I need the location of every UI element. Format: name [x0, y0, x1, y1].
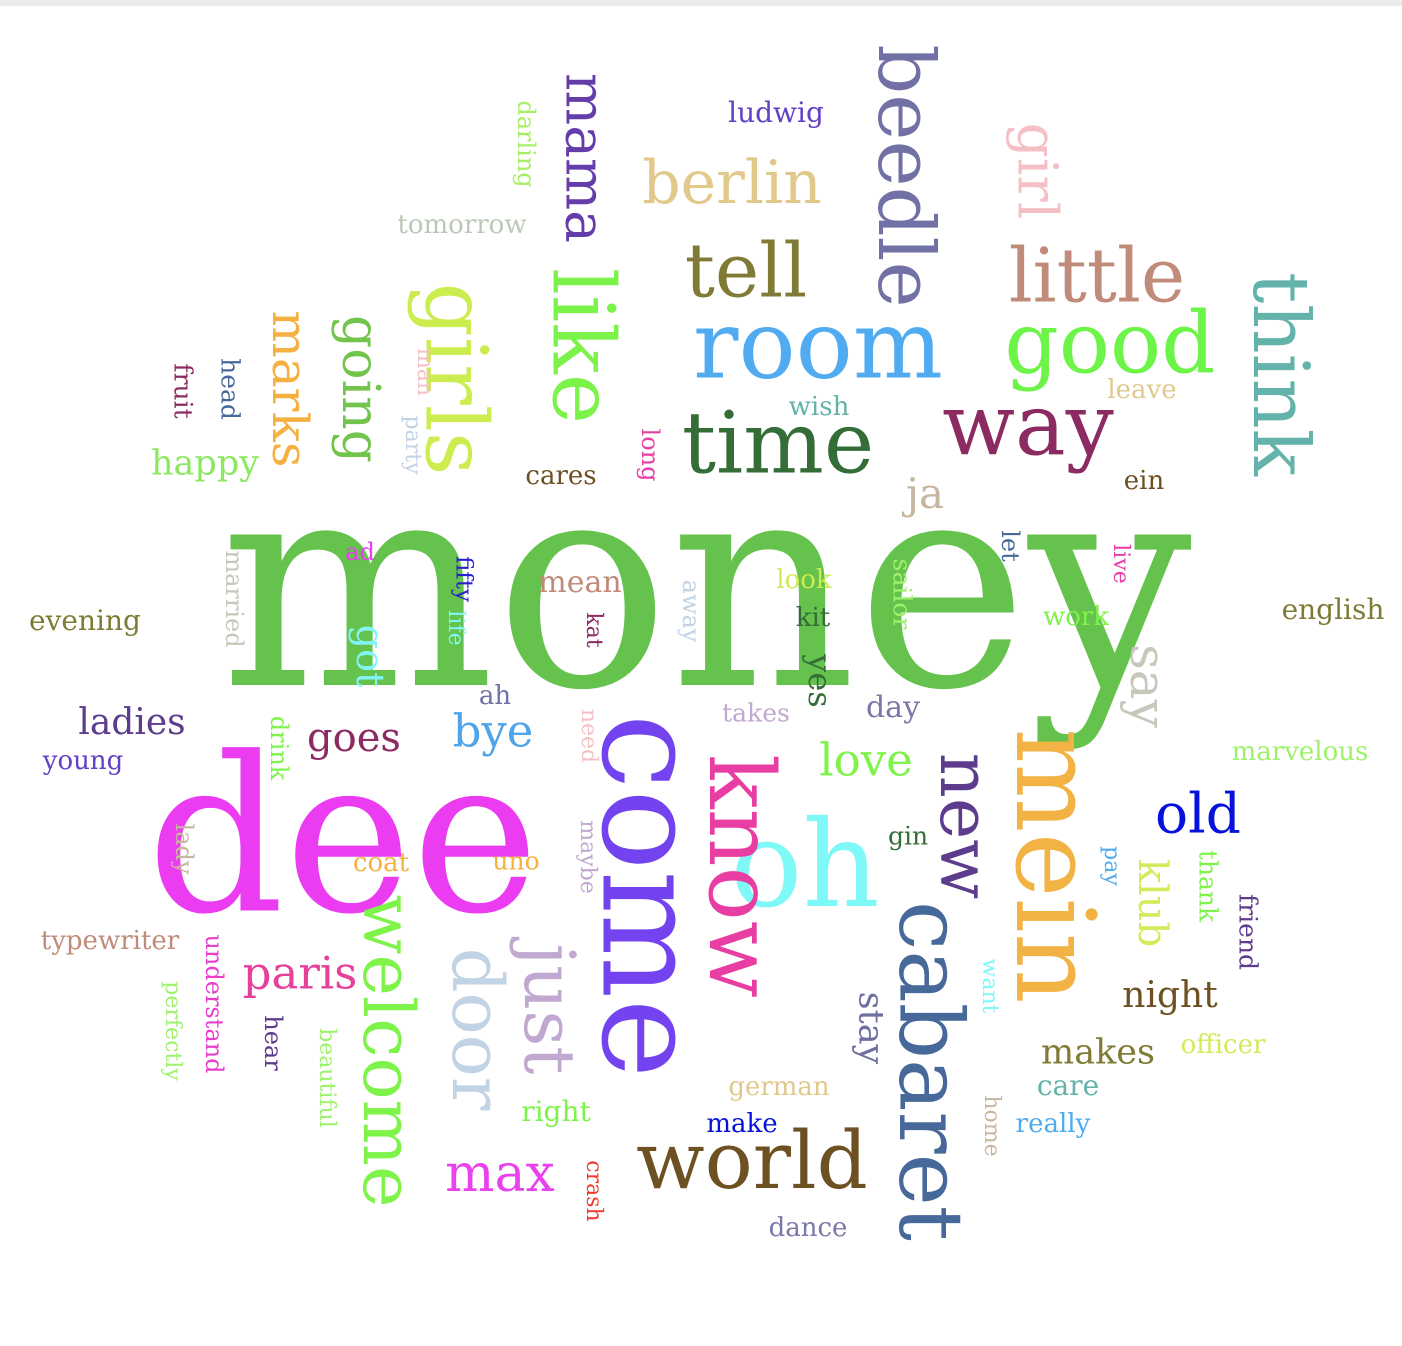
word-like: like	[532, 267, 632, 425]
word-good: good	[1004, 294, 1216, 394]
word-care: care	[1036, 1069, 1100, 1102]
word-pay: pay	[1099, 846, 1124, 886]
word-fruit: fruit	[168, 363, 198, 419]
word-mean: mean	[538, 565, 622, 600]
word-mein: mein	[991, 728, 1119, 1004]
word-understand: understand	[200, 934, 228, 1074]
word-party: party	[400, 415, 425, 475]
word-english: english	[1281, 593, 1385, 626]
word-evening: evening	[29, 604, 141, 637]
word-got: got	[348, 624, 392, 688]
word-typewriter: typewriter	[40, 926, 180, 956]
word-money: money	[220, 417, 1192, 754]
word-uno: uno	[492, 846, 540, 876]
word-just: just	[508, 943, 590, 1075]
word-say: say	[1119, 644, 1177, 728]
word-hear: hear	[259, 1015, 287, 1071]
word-ladies: ladies	[78, 702, 186, 743]
word-perfectly: perfectly	[160, 981, 185, 1081]
word-berlin: berlin	[642, 148, 822, 218]
word-marks: marks	[261, 310, 319, 468]
word-married: married	[220, 550, 248, 648]
word-night: night	[1122, 975, 1218, 1016]
word-beedle: beedle	[860, 44, 950, 308]
word-thank: thank	[1193, 849, 1223, 923]
word-love: love	[819, 733, 913, 787]
word-takes: takes	[722, 698, 790, 728]
word-yes: yes	[801, 654, 839, 708]
word-kat: kat	[581, 612, 606, 648]
word-welcome: welcome	[347, 894, 429, 1208]
word-look: look	[776, 565, 832, 595]
word-max: max	[445, 1144, 555, 1204]
word-wish: wish	[788, 392, 850, 422]
word-marvelous: marvelous	[1231, 737, 1369, 767]
word-klub: klub	[1129, 858, 1175, 948]
word-officer: officer	[1180, 1030, 1266, 1060]
word-crash: crash	[581, 1160, 606, 1222]
word-makes: makes	[1041, 1032, 1155, 1073]
word-dance: dance	[768, 1213, 848, 1243]
word-kit: kit	[795, 603, 831, 633]
word-lady: lady	[170, 823, 198, 875]
word-door: door	[436, 947, 518, 1111]
word-right: right	[521, 1095, 591, 1128]
word-friend: friend	[1233, 893, 1263, 971]
word-dee: dee	[146, 710, 540, 962]
word-new: new	[924, 752, 1006, 900]
word-old: old	[1155, 781, 1241, 846]
word-girl: girl	[1005, 122, 1070, 220]
word-ja: ja	[905, 469, 945, 518]
word-think: think	[1235, 271, 1325, 477]
word-work: work	[1042, 602, 1110, 632]
word-mama: mama	[553, 73, 618, 243]
word-sailor: sailor	[887, 558, 917, 630]
word-home: home	[979, 1095, 1004, 1157]
word-tomorrow: tomorrow	[397, 210, 527, 240]
word-let: let	[996, 530, 1024, 562]
word-beautiful: beautiful	[314, 1028, 339, 1128]
word-make: make	[706, 1109, 778, 1139]
word-way: way	[942, 376, 1114, 476]
word-goes: goes	[307, 715, 401, 761]
word-leave: leave	[1107, 375, 1177, 405]
word-away: away	[677, 579, 705, 643]
word-cabaret: cabaret	[879, 900, 982, 1242]
word-ah: ah	[478, 681, 512, 711]
word-need: need	[576, 708, 601, 764]
word-stay: stay	[850, 991, 891, 1065]
word-coat: coat	[352, 848, 410, 878]
word-bye: bye	[452, 704, 534, 758]
word-going: going	[330, 314, 390, 464]
word-time: time	[681, 394, 875, 494]
word-long: long	[636, 428, 664, 482]
word-life: life	[443, 610, 468, 646]
word-head: head	[215, 358, 245, 420]
word-man: man	[412, 347, 437, 397]
word-know: know	[688, 754, 793, 998]
word-drink: drink	[265, 715, 293, 781]
word-room: room	[693, 290, 943, 401]
word-really: really	[1015, 1109, 1091, 1139]
word-gin: gin	[887, 821, 929, 851]
word-want: want	[977, 958, 1002, 1014]
word-tell: tell	[684, 226, 808, 315]
word-ad: ad	[345, 538, 375, 566]
word-oh: oh	[730, 796, 880, 935]
word-happy: happy	[151, 443, 259, 484]
word-paris: paris	[242, 946, 358, 1000]
word-world: world	[636, 1114, 868, 1207]
word-day: day	[865, 690, 921, 725]
word-young: young	[42, 746, 124, 776]
word-cares: cares	[525, 461, 597, 491]
word-maybe: maybe	[575, 820, 600, 894]
word-live: live	[1108, 544, 1133, 584]
word-fifty: fifty	[450, 555, 477, 603]
word-darling: darling	[512, 100, 540, 188]
word-ludwig: ludwig	[728, 96, 824, 129]
word-little: little	[1008, 231, 1186, 320]
word-german: german	[728, 1072, 830, 1102]
word-ein: ein	[1123, 466, 1165, 496]
